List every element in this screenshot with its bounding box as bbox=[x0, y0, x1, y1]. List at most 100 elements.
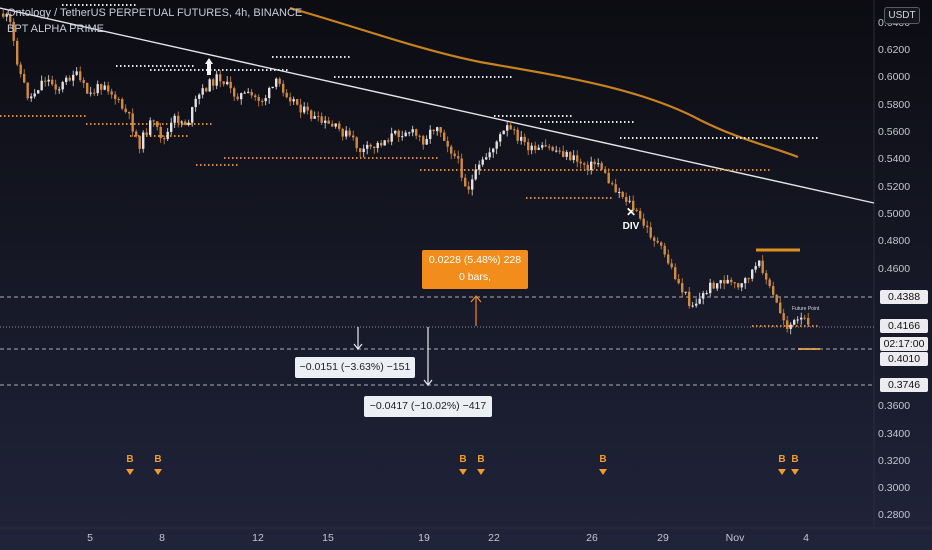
candle[interactable] bbox=[684, 291, 687, 295]
candle[interactable] bbox=[555, 145, 558, 153]
candle[interactable] bbox=[229, 76, 232, 94]
candle[interactable] bbox=[730, 277, 733, 286]
candle[interactable] bbox=[758, 260, 761, 268]
candle[interactable] bbox=[271, 86, 274, 89]
candle[interactable] bbox=[72, 70, 75, 87]
candle[interactable] bbox=[754, 262, 757, 273]
candle[interactable] bbox=[19, 61, 22, 78]
candle[interactable] bbox=[488, 147, 491, 161]
candle[interactable] bbox=[744, 276, 747, 289]
candle[interactable] bbox=[254, 93, 257, 101]
candle[interactable] bbox=[418, 134, 421, 142]
candle[interactable] bbox=[100, 83, 103, 95]
candle[interactable] bbox=[313, 111, 316, 119]
candle[interactable] bbox=[471, 174, 474, 196]
candle[interactable] bbox=[446, 136, 449, 153]
candle[interactable] bbox=[541, 142, 544, 151]
currency-button[interactable]: USDT bbox=[884, 7, 920, 24]
candle[interactable] bbox=[376, 141, 379, 153]
indicator-name[interactable]: BPT ALPHA PRIME bbox=[7, 23, 105, 35]
candle[interactable] bbox=[159, 122, 162, 143]
candle[interactable] bbox=[506, 121, 509, 137]
candle[interactable] bbox=[691, 301, 694, 308]
candle[interactable] bbox=[460, 153, 463, 182]
candle[interactable] bbox=[467, 181, 470, 195]
candle[interactable] bbox=[737, 282, 740, 290]
candle[interactable] bbox=[226, 76, 229, 86]
candle[interactable] bbox=[114, 91, 117, 105]
candle[interactable] bbox=[331, 120, 334, 127]
candle[interactable] bbox=[317, 111, 320, 122]
candle[interactable] bbox=[548, 143, 551, 151]
candle[interactable] bbox=[296, 98, 299, 106]
candle[interactable] bbox=[604, 165, 607, 174]
candle[interactable] bbox=[289, 92, 292, 106]
candle[interactable] bbox=[733, 281, 736, 289]
candle[interactable] bbox=[5, 12, 8, 22]
candle[interactable] bbox=[544, 139, 547, 148]
candle[interactable] bbox=[47, 75, 50, 87]
candle[interactable] bbox=[656, 237, 659, 244]
candle[interactable] bbox=[436, 126, 439, 136]
candle[interactable] bbox=[782, 308, 785, 326]
candle[interactable] bbox=[240, 92, 243, 105]
candle[interactable] bbox=[530, 142, 533, 155]
candlestick-series[interactable] bbox=[2, 8, 810, 335]
candle[interactable] bbox=[775, 294, 778, 304]
candle[interactable] bbox=[670, 258, 673, 270]
candle[interactable] bbox=[366, 141, 369, 155]
candle[interactable] bbox=[156, 120, 159, 131]
candle[interactable] bbox=[639, 208, 642, 221]
candle[interactable] bbox=[534, 141, 537, 154]
candle[interactable] bbox=[520, 131, 523, 145]
candle[interactable] bbox=[513, 126, 516, 135]
buy-signal[interactable]: B bbox=[788, 455, 802, 475]
candle[interactable] bbox=[719, 279, 722, 289]
candle[interactable] bbox=[600, 160, 603, 171]
buy-signal[interactable]: B bbox=[123, 455, 137, 475]
candle[interactable] bbox=[79, 66, 82, 83]
candle[interactable] bbox=[103, 81, 106, 91]
candle[interactable] bbox=[16, 37, 19, 67]
candle[interactable] bbox=[586, 161, 589, 176]
candle[interactable] bbox=[579, 158, 582, 169]
candle[interactable] bbox=[247, 88, 250, 94]
candle[interactable] bbox=[432, 129, 435, 135]
candle[interactable] bbox=[453, 150, 456, 159]
candle[interactable] bbox=[170, 117, 173, 135]
candle[interactable] bbox=[166, 127, 169, 141]
candle[interactable] bbox=[702, 290, 705, 305]
candle[interactable] bbox=[674, 263, 677, 281]
candle[interactable] bbox=[499, 131, 502, 147]
candle[interactable] bbox=[135, 129, 138, 138]
candle[interactable] bbox=[320, 112, 323, 126]
candle[interactable] bbox=[12, 18, 15, 46]
candle[interactable] bbox=[789, 322, 792, 335]
candle[interactable] bbox=[149, 117, 152, 137]
candle[interactable] bbox=[128, 111, 131, 120]
candle[interactable] bbox=[233, 86, 236, 101]
candle[interactable] bbox=[250, 88, 253, 99]
candle[interactable] bbox=[131, 108, 134, 137]
buy-signal[interactable]: B bbox=[456, 455, 470, 475]
time-axis[interactable]: 5 8 12 15 19 22 26 29 Nov 4 bbox=[87, 532, 809, 544]
candle[interactable] bbox=[23, 69, 26, 84]
buy-signal[interactable]: B bbox=[775, 455, 789, 475]
candle[interactable] bbox=[93, 88, 96, 96]
candle[interactable] bbox=[37, 89, 40, 94]
candle[interactable] bbox=[509, 121, 512, 130]
candle[interactable] bbox=[695, 298, 698, 308]
buy-signal[interactable]: B bbox=[151, 455, 165, 475]
candle[interactable] bbox=[369, 143, 372, 150]
candle[interactable] bbox=[642, 213, 645, 229]
candle[interactable] bbox=[786, 315, 789, 333]
candle[interactable] bbox=[33, 89, 36, 99]
candle[interactable] bbox=[341, 127, 344, 141]
candle[interactable] bbox=[334, 123, 337, 129]
candle[interactable] bbox=[285, 88, 288, 99]
candle[interactable] bbox=[772, 281, 775, 297]
candle[interactable] bbox=[163, 135, 166, 145]
candle[interactable] bbox=[303, 102, 306, 115]
candle[interactable] bbox=[187, 119, 190, 127]
candle[interactable] bbox=[621, 190, 624, 199]
